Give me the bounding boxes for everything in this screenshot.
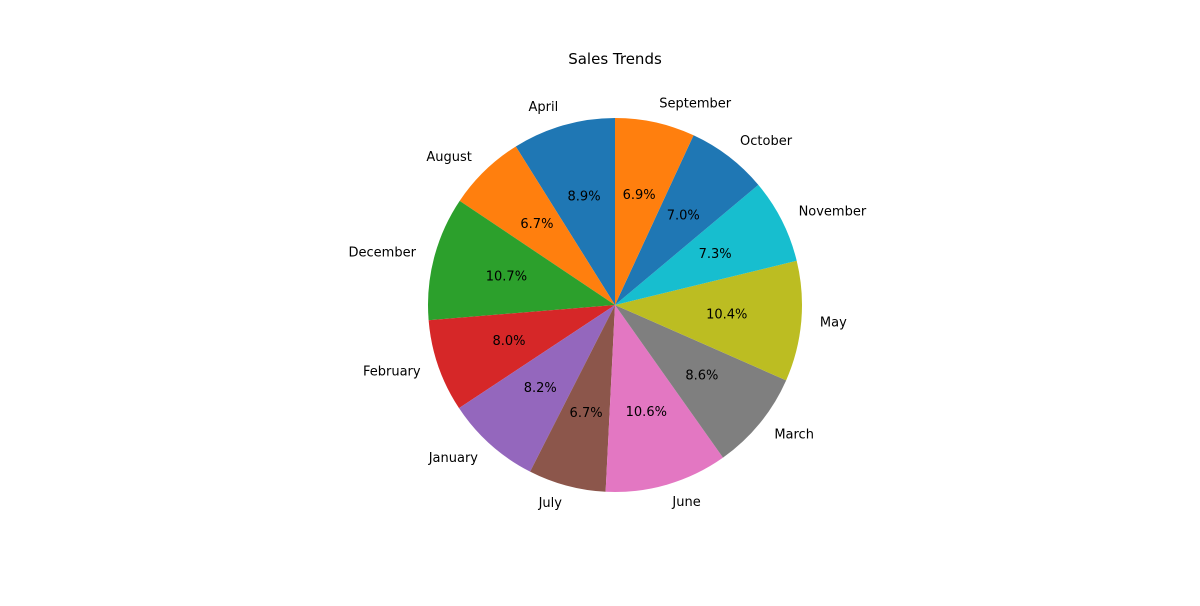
- pie-slice-january: [459, 305, 615, 472]
- pie-slice-december: [428, 200, 615, 321]
- pie-slice-august: [459, 146, 615, 305]
- percent-label-november: 7.3%: [699, 247, 732, 262]
- category-label-june: June: [671, 495, 700, 510]
- pie-slices: [428, 118, 802, 492]
- pie-slice-may: [615, 260, 802, 381]
- percent-label-january: 8.2%: [524, 381, 557, 396]
- percent-label-september: 6.9%: [623, 188, 656, 203]
- category-label-september: September: [659, 97, 732, 112]
- percent-labels: 8.9% 6.7% 10.7% 8.0% 8.2% 6.7% 10.6% 8.6% 10.4% 7…: [486, 188, 748, 421]
- pie-slice-february: [428, 305, 615, 409]
- percent-label-june: 10.6%: [626, 405, 667, 420]
- category-label-january: January: [428, 451, 479, 466]
- pie-slice-march: [615, 305, 787, 458]
- category-label-march: March: [774, 428, 814, 443]
- percent-label-april: 8.9%: [568, 190, 601, 205]
- pie-slice-october: [615, 135, 759, 305]
- percent-label-october: 7.0%: [667, 208, 700, 223]
- category-label-february: February: [363, 365, 421, 380]
- pie-slice-april: [515, 118, 615, 305]
- percent-label-march: 8.6%: [685, 368, 718, 383]
- category-label-december: December: [349, 246, 417, 261]
- percent-label-august: 6.7%: [520, 217, 553, 232]
- category-label-july: July: [538, 496, 563, 511]
- pie-slice-september: [615, 118, 694, 305]
- category-labels: April August December February January July Ju…: [349, 97, 867, 512]
- pie-slice-june: [605, 305, 724, 492]
- category-label-august: August: [426, 150, 472, 165]
- category-label-april: April: [529, 100, 559, 115]
- category-label-may: May: [820, 316, 847, 331]
- percent-label-february: 8.0%: [492, 334, 525, 349]
- percent-label-december: 10.7%: [486, 269, 527, 284]
- category-label-october: October: [740, 134, 793, 149]
- percent-label-may: 10.4%: [706, 307, 747, 322]
- percent-label-july: 6.7%: [570, 406, 603, 421]
- pie-slice-november: [615, 184, 797, 305]
- category-label-november: November: [799, 205, 867, 220]
- pie-slice-july: [530, 305, 615, 492]
- chart-title: Sales Trends: [568, 50, 662, 68]
